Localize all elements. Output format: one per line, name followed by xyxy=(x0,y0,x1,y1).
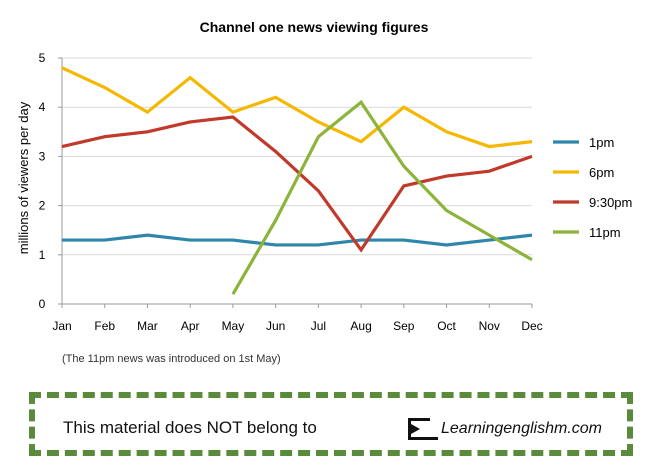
x-tick-label: Sep xyxy=(393,319,415,333)
brand: Learningenglishm.com xyxy=(405,414,602,444)
series-lines xyxy=(61,66,533,295)
legend-label: 1pm xyxy=(589,135,614,150)
x-tick-label: Jun xyxy=(266,319,285,333)
x-tick-label: Mar xyxy=(137,319,158,333)
x-tick-label: Oct xyxy=(437,319,456,333)
y-tick-label: 4 xyxy=(39,100,46,114)
series-line-930pm xyxy=(61,115,533,253)
grid-lines xyxy=(58,57,533,308)
y-axis-ticks: 0 1 2 3 4 5 xyxy=(39,51,46,311)
x-tick-label: Nov xyxy=(479,319,500,333)
chart-annotation: (The 11pm news was introduced on 1st May… xyxy=(62,353,281,365)
y-tick-label: 3 xyxy=(39,149,46,163)
y-tick-label: 0 xyxy=(39,297,46,311)
y-tick-label: 2 xyxy=(39,199,46,213)
y-axis-label: millions of viewers per day xyxy=(16,101,31,254)
x-tick-label: Aug xyxy=(350,319,371,333)
line-chart: Channel one news viewing figures 012345 … xyxy=(16,19,632,365)
y-tick-label: 5 xyxy=(39,51,46,65)
copyright-banner: This material does NOT belong to Learnin… xyxy=(29,392,633,456)
x-tick-label: Jan xyxy=(52,319,71,333)
banner-text: This material does NOT belong to xyxy=(63,418,317,437)
chart-title: Channel one news viewing figures xyxy=(200,19,429,35)
x-tick-label: May xyxy=(222,319,245,333)
y-tick-label: 1 xyxy=(39,248,46,262)
legend-label: 9:30pm xyxy=(589,195,632,210)
legend-label: 11pm xyxy=(589,225,621,240)
x-axis-ticks: Jan Feb Mar Apr May Jun Jul Aug Sep Oct Nov Dec xyxy=(52,319,542,333)
series-line-1pm xyxy=(62,233,533,247)
x-tick-label: Feb xyxy=(94,319,115,333)
legend: 1pm 6pm 9:30pm 11pm xyxy=(553,135,632,240)
legend-label: 6pm xyxy=(589,165,614,180)
learningenglishm-logo-icon xyxy=(408,418,438,440)
x-tick-label: Apr xyxy=(181,319,200,333)
series-line-11pm xyxy=(231,99,533,295)
series-line-6pm xyxy=(61,66,533,149)
x-tick-label: Jul xyxy=(311,319,326,333)
brand-name: Learningenglishm.com xyxy=(441,420,602,437)
x-tick-label: Dec xyxy=(521,319,542,333)
